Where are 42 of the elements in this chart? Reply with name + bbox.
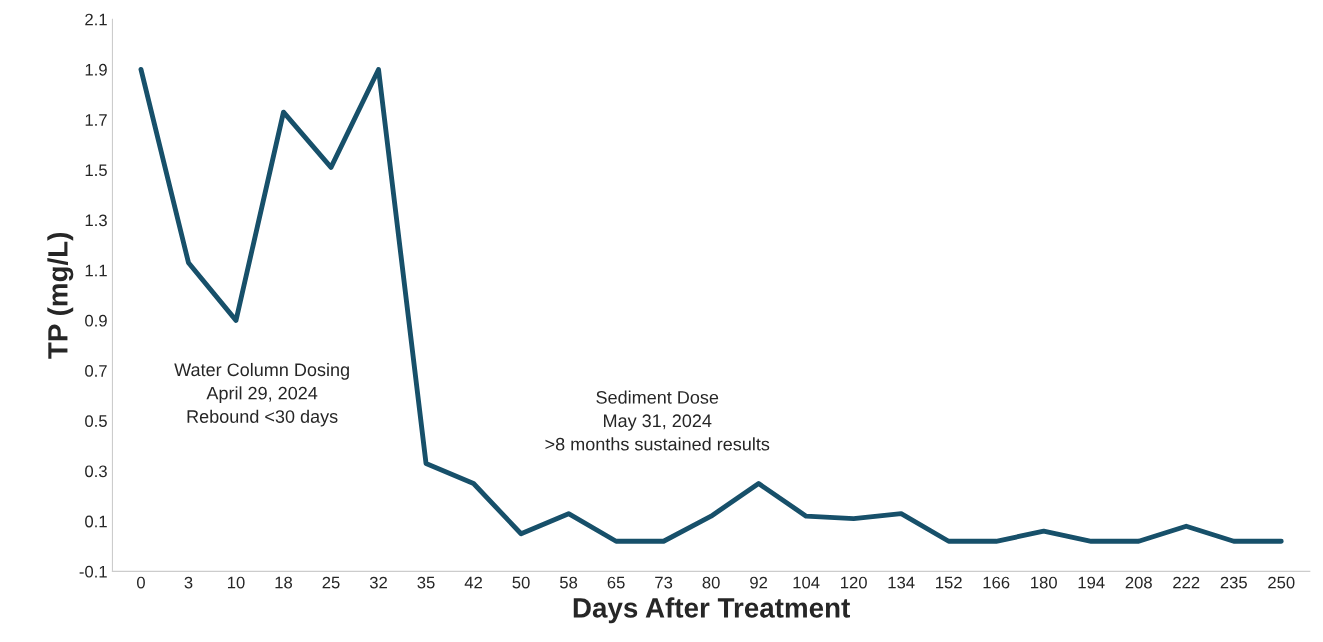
x-tick-label: 152 [936, 576, 962, 589]
x-axis-title: Days After Treatment [573, 597, 850, 624]
y-tick-label: 0.1 [85, 515, 107, 528]
x-tick-label: 166 [983, 576, 1010, 589]
x-tick-label: 3 [184, 576, 193, 589]
y-tick-label: 0.5 [85, 415, 107, 427]
x-tick-label: 180 [1031, 576, 1057, 589]
x-tick-label: 194 [1078, 576, 1105, 589]
y-tick-label: 1.3 [85, 214, 107, 227]
x-tick-label: 73 [655, 576, 673, 589]
x-tick-label: 92 [750, 576, 768, 589]
x-tick-label: 250 [1268, 576, 1295, 589]
y-tick-label: 0.7 [85, 365, 107, 377]
x-tick-label: 18 [275, 576, 293, 589]
y-tick-label: 1.9 [85, 63, 107, 76]
x-tick-label: 222 [1173, 576, 1200, 589]
x-tick-label: 32 [369, 576, 387, 589]
x-tick-label: 25 [322, 576, 340, 589]
y-tick-label: -0.1 [79, 565, 107, 578]
x-tick-label: 10 [227, 576, 245, 589]
line-series [138, 67, 1284, 544]
x-tick-label: 42 [464, 576, 482, 589]
y-tick-label: 0.3 [85, 465, 107, 478]
y-tick-label: 1.1 [85, 264, 107, 277]
annotation: Water Column Dosing April 29, 2024 Rebound <30 days [174, 362, 349, 427]
y-axis-title: TP (mg/L) [47, 232, 74, 359]
y-tick-label: 1.5 [85, 164, 107, 177]
x-tick-label: 235 [1220, 576, 1247, 589]
annotation: Sediment Dose May 31, 2024 >8 months sustained results [545, 390, 770, 451]
y-tick-label: 2.1 [85, 13, 107, 26]
x-tick-label: 50 [512, 576, 530, 589]
x-tick-label: 58 [559, 576, 578, 589]
x-tick-label: 208 [1125, 576, 1152, 589]
x-tick-label: 104 [793, 576, 820, 589]
x-tick-label: 134 [888, 576, 915, 589]
y-tick-label: 0.9 [85, 314, 107, 327]
x-tick-label: 0 [136, 576, 145, 589]
y-tick-label: 1.7 [85, 114, 107, 126]
x-tick-label: 35 [417, 576, 435, 589]
x-tick-label: 80 [702, 576, 720, 589]
x-tick-label: 120 [841, 576, 867, 589]
x-tick-label: 65 [607, 576, 625, 589]
